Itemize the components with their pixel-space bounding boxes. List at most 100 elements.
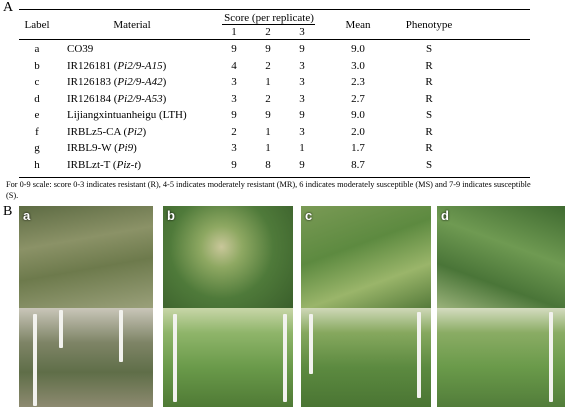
header-rep2: 2 xyxy=(265,26,271,38)
photo-label-c: c xyxy=(305,208,313,223)
row-material: IR126184 (Pi2/9-A53) xyxy=(67,93,167,105)
row-score-rep3: 9 xyxy=(299,159,305,171)
row-label: a xyxy=(34,43,40,55)
row-score-rep3: 9 xyxy=(299,43,305,55)
photo-label-a: a xyxy=(23,208,31,223)
row-score-rep2: 1 xyxy=(265,126,271,138)
row-score-rep2: 8 xyxy=(265,159,271,171)
row-score-rep2: 9 xyxy=(265,43,271,55)
row-phenotype: R xyxy=(425,126,433,138)
row-label: h xyxy=(34,159,40,171)
photo-b-field xyxy=(163,308,293,407)
row-score-rep3: 1 xyxy=(299,142,305,154)
panel-label-b: B xyxy=(3,204,13,219)
gene-name: Pi9 xyxy=(117,142,134,154)
row-label: e xyxy=(34,109,40,121)
marker-pole xyxy=(59,310,63,348)
material-name: Lijiangxintuanheigu (LTH) xyxy=(67,109,187,121)
gene-name: Piz-t xyxy=(116,159,138,171)
table-bottom-rule xyxy=(19,177,530,178)
panel-label-a: A xyxy=(3,0,14,15)
gene-name: Pi2/9-A53 xyxy=(117,93,163,105)
photo-a-closeup xyxy=(19,206,153,308)
row-mean: 2.0 xyxy=(351,126,365,138)
marker-pole xyxy=(309,314,313,374)
photo-c-field xyxy=(301,308,431,407)
material-name: IR126183 ( xyxy=(67,76,118,88)
row-label: c xyxy=(34,76,40,88)
row-label: b xyxy=(34,60,40,72)
row-score-rep3: 3 xyxy=(299,126,305,138)
row-score-rep1: 9 xyxy=(231,159,237,171)
material-name: IRBL9-W ( xyxy=(67,142,118,154)
row-mean: 2.7 xyxy=(351,93,365,105)
header-mean: Mean xyxy=(345,19,371,31)
row-score-rep2: 2 xyxy=(265,60,271,72)
row-material: IR126183 (Pi2/9-A42) xyxy=(67,76,167,88)
row-score-rep2: 9 xyxy=(265,109,271,121)
photo-a: a xyxy=(19,206,153,407)
row-label: d xyxy=(34,93,40,105)
row-material: IR126181 (Pi2/9-A15) xyxy=(67,60,167,72)
row-material: CO39 xyxy=(67,43,93,55)
row-score-rep1: 2 xyxy=(231,126,237,138)
photo-c-closeup xyxy=(301,206,431,308)
table-header-rule xyxy=(19,39,530,40)
row-phenotype: R xyxy=(425,76,433,88)
photo-d-field xyxy=(437,308,565,407)
row-score-rep1: 4 xyxy=(231,60,237,72)
material-name: IR126184 ( xyxy=(67,93,118,105)
row-score-rep1: 3 xyxy=(231,76,237,88)
photo-d: d xyxy=(437,206,565,407)
material-name: IRBLz5-CA ( xyxy=(67,126,128,138)
row-score-rep1: 3 xyxy=(231,142,237,154)
row-mean: 9.0 xyxy=(351,43,365,55)
photo-label-b: b xyxy=(167,208,175,223)
row-label: g xyxy=(34,142,40,154)
header-material: Material xyxy=(113,19,151,31)
gene-name: Pi2/9-A15 xyxy=(117,60,163,72)
material-name: IR126181 ( xyxy=(67,60,118,72)
row-score-rep3: 3 xyxy=(299,76,305,88)
row-phenotype: R xyxy=(425,60,433,72)
row-mean: 8.7 xyxy=(351,159,365,171)
photo-b-closeup xyxy=(163,206,293,308)
header-rep1: 1 xyxy=(231,26,237,38)
row-mean: 2.3 xyxy=(351,76,365,88)
row-score-rep2: 1 xyxy=(265,142,271,154)
photo-b: b xyxy=(163,206,293,407)
row-score-rep3: 3 xyxy=(299,93,305,105)
row-score-rep1: 3 xyxy=(231,93,237,105)
material-name: IRBLzt-T ( xyxy=(67,159,117,171)
marker-pole xyxy=(417,312,421,398)
table-top-rule xyxy=(19,9,530,10)
photo-d-closeup xyxy=(437,206,565,308)
row-label: f xyxy=(35,126,39,138)
row-mean: 9.0 xyxy=(351,109,365,121)
marker-pole xyxy=(173,314,177,402)
photo-a-field xyxy=(19,308,153,407)
header-phenotype: Phenotype xyxy=(405,19,453,31)
header-rep3: 3 xyxy=(299,26,305,38)
photo-label-d: d xyxy=(441,208,449,223)
score-group-rule xyxy=(222,24,315,25)
row-phenotype: R xyxy=(425,142,433,154)
header-label: Label xyxy=(24,19,50,31)
row-material: Lijiangxintuanheigu (LTH) xyxy=(67,109,187,121)
gene-name: Pi2/9-A42 xyxy=(117,76,163,88)
row-score-rep1: 9 xyxy=(231,109,237,121)
row-mean: 1.7 xyxy=(351,142,365,154)
row-material: IRBLz5-CA (Pi2) xyxy=(67,126,147,138)
material-name: CO39 xyxy=(67,43,94,55)
row-score-rep2: 2 xyxy=(265,93,271,105)
photo-c: c xyxy=(301,206,431,407)
row-phenotype: S xyxy=(425,109,433,121)
row-score-rep1: 9 xyxy=(231,43,237,55)
marker-pole xyxy=(549,312,553,402)
row-material: IRBLzt-T (Piz-t) xyxy=(67,159,142,171)
table-footnote: For 0-9 scale: score 0-3 indicates resis… xyxy=(6,180,531,200)
gene-name: Pi2 xyxy=(127,126,143,138)
row-mean: 3.0 xyxy=(351,60,365,72)
row-score-rep2: 1 xyxy=(265,76,271,88)
header-score-group: Score (per replicate) xyxy=(224,12,314,24)
